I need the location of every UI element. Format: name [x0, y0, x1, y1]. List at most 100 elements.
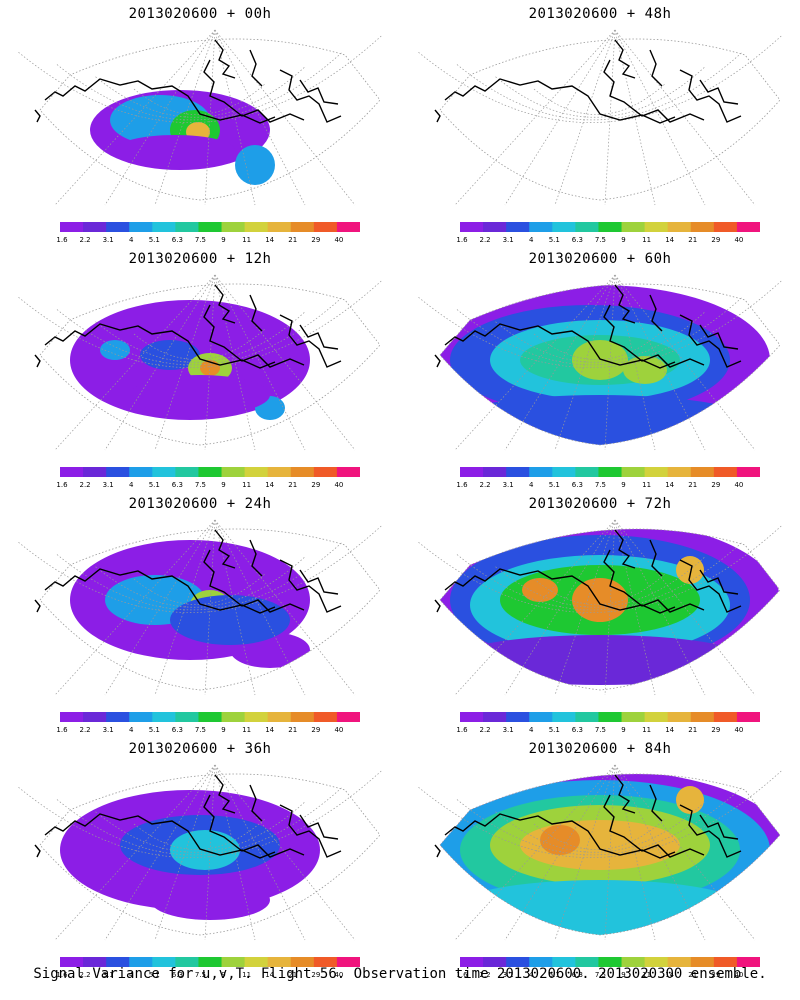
colorbar-swatch — [644, 222, 669, 232]
map-boundary — [439, 283, 781, 446]
colorbar-tick-label: 2.2 — [79, 236, 91, 244]
colorbar-labels: 1.6 2.2 3.1 4 5.1 6.3 7.5 9 11 14 21 29 40 — [456, 726, 760, 736]
colorbar-swatch — [221, 467, 246, 477]
colorbar-swatch — [244, 712, 269, 722]
colorbar-swatch — [483, 957, 507, 967]
colorbar-swatch — [690, 467, 715, 477]
colorbar-tick-label: 2.2 — [479, 971, 491, 979]
colorbar-tick-label: 21 — [288, 971, 298, 979]
colorbar-swatch — [713, 222, 738, 232]
colorbar-swatch — [506, 467, 530, 477]
colorbar-tick-label: 21 — [288, 236, 298, 244]
colorbar-swatch — [460, 467, 484, 477]
signal-variance-contour — [400, 55, 410, 165]
colorbar-tick-label: 9 — [221, 726, 226, 734]
colorbar-swatch — [198, 467, 223, 477]
map-boundary — [39, 528, 381, 691]
colorbar-tick-label: 5.1 — [148, 236, 160, 244]
colorbar-swatch — [713, 467, 738, 477]
colorbar-swatch — [575, 222, 599, 232]
colorbar-tick-label: 29 — [711, 971, 721, 979]
colorbar-tick-label: 9 — [621, 971, 626, 979]
colorbar-swatch — [575, 467, 599, 477]
colorbar-tick-label: 11 — [642, 481, 652, 489]
colorbar-tick-label: 6.3 — [571, 726, 583, 734]
colorbar-tick-label: 4 — [128, 971, 134, 979]
signal-variance-contour — [115, 135, 235, 165]
colorbar-swatch — [267, 712, 292, 722]
colorbar-swatch — [713, 712, 738, 722]
colorbar-tick-label: 40 — [334, 236, 344, 244]
colorbar-tick-label: 3.1 — [102, 481, 114, 489]
colorbar-swatch — [667, 222, 692, 232]
colorbar-swatch — [244, 957, 269, 967]
coastline — [434, 774, 742, 859]
colorbar-tick-label: 21 — [688, 481, 698, 489]
colorbar-swatch — [129, 222, 153, 232]
colorbar-swatch — [644, 712, 669, 722]
coastline — [34, 774, 342, 859]
colorbar-tick-label: 4 — [528, 726, 534, 734]
colorbar-swatch — [736, 467, 760, 477]
colorbar-swatch — [460, 712, 484, 722]
colorbar-tick-label: 3.1 — [502, 726, 514, 734]
colorbar — [60, 222, 360, 232]
colorbar-swatch — [83, 957, 107, 967]
colorbar-tick-label: 29 — [311, 726, 321, 734]
panel-title: 2013020600 + 24h — [128, 496, 272, 512]
colorbar-swatch — [83, 712, 107, 722]
colorbar-tick-label: 14 — [665, 971, 675, 979]
colorbar-swatch — [175, 712, 199, 722]
polar-projection-map — [18, 764, 382, 941]
colorbar-tick-label: 6.3 — [571, 971, 583, 979]
colorbar-swatch — [690, 712, 715, 722]
colorbar-tick-label: 4 — [528, 481, 534, 489]
polar-projection-map — [18, 29, 382, 206]
colorbar-swatch — [336, 712, 360, 722]
colorbar-tick-label: 29 — [711, 236, 721, 244]
colorbar-swatch — [221, 957, 246, 967]
coastline — [34, 284, 342, 369]
colorbar-swatch — [598, 222, 623, 232]
colorbar-tick-label: 7.5 — [194, 971, 207, 979]
polar-projection-map — [400, 29, 782, 206]
colorbar-swatch — [152, 222, 176, 232]
colorbar-tick-label: 9 — [221, 971, 226, 979]
colorbar-labels: 1.6 2.2 3.1 4 5.1 6.3 7.5 9 11 14 21 29 40 — [56, 726, 360, 736]
colorbar-tick-label: 7.5 — [594, 236, 607, 244]
map-panel: 2013020600 + 12h 1.6 2.2 3.1 4 5.1 6.3 7.5 9 11 14… — [0, 245, 400, 490]
colorbar-swatch — [152, 712, 176, 722]
colorbar-tick-label: 9 — [621, 481, 626, 489]
colorbar-swatch — [736, 712, 760, 722]
colorbar-swatch — [460, 957, 484, 967]
colorbar-tick-label: 14 — [265, 726, 275, 734]
colorbar-swatch — [198, 712, 223, 722]
colorbar-tick-label: 1.6 — [56, 726, 68, 734]
colorbar-tick-label: 11 — [642, 726, 652, 734]
colorbar-tick-label: 29 — [311, 236, 321, 244]
colorbar-tick-label: 7.5 — [594, 971, 607, 979]
map-boundary — [439, 773, 781, 936]
colorbar-swatch — [267, 222, 292, 232]
colorbar-tick-label: 5.1 — [548, 236, 560, 244]
colorbar — [460, 222, 760, 232]
colorbar-tick-label: 1.6 — [456, 726, 468, 734]
colorbar-tick-label: 5.1 — [548, 971, 560, 979]
graticule — [418, 274, 782, 451]
colorbar-tick-label: 11 — [242, 726, 252, 734]
signal-variance-contour — [150, 880, 270, 920]
colorbar-swatch — [621, 957, 646, 967]
colorbar-swatch — [529, 712, 553, 722]
colorbar-tick-label: 6.3 — [571, 481, 583, 489]
colorbar-swatch — [552, 467, 576, 477]
colorbar-tick-label: 11 — [242, 236, 252, 244]
colorbar-swatch — [713, 957, 738, 967]
signal-variance-contour — [130, 375, 270, 415]
colorbar-tick-label: 6.3 — [171, 481, 183, 489]
colorbar-swatch — [129, 712, 153, 722]
colorbar-swatch — [152, 467, 176, 477]
colorbar — [460, 467, 760, 477]
colorbar-tick-label: 11 — [642, 971, 652, 979]
colorbar-tick-label: 14 — [265, 481, 275, 489]
colorbar-tick-label: 9 — [221, 481, 226, 489]
